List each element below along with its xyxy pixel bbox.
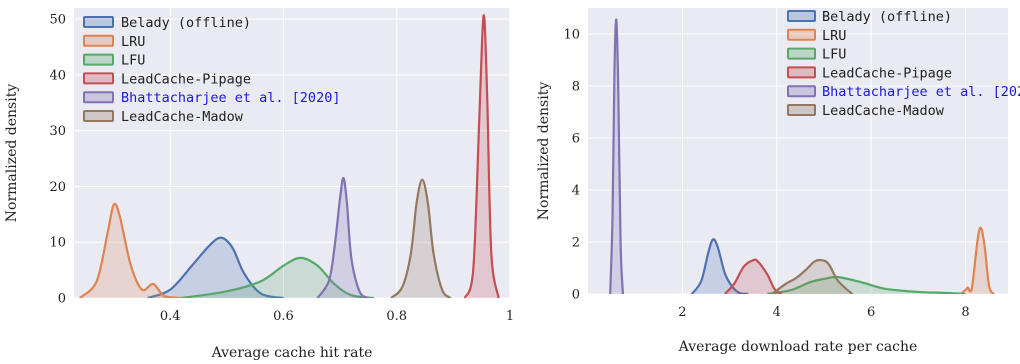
x-tick-label: 8 (961, 305, 969, 320)
density-area-belady-offline (691, 239, 749, 294)
legend-item-lru: LRU (83, 34, 145, 50)
x-tick-label: 0.4 (160, 309, 181, 324)
legend-swatch (83, 72, 114, 85)
plot-background (74, 8, 510, 298)
legend-item-lru: LRU (787, 28, 846, 44)
legend-label: LeadCache-Madow (121, 109, 244, 125)
legend-swatch (83, 110, 114, 122)
x-tick-label: 4 (773, 305, 781, 320)
x-tick-label: 0.6 (273, 309, 294, 324)
legend: Belady (offline) LRU LFU LeadCache-Pipage Bh… (83, 15, 340, 125)
legend-label: LeadCache-Pipage (121, 71, 251, 87)
legend-swatch (83, 91, 114, 104)
density-area-bhattacharjee-et-al-2020 (317, 178, 369, 298)
density-line-leadcache-madow (771, 258, 854, 294)
legend-item-belady-offline: Belady (offline) (83, 15, 251, 31)
legend-swatch (83, 16, 114, 28)
legend-swatch (787, 66, 816, 79)
legend-swatch (787, 104, 816, 116)
legend-label: LeadCache-Madow (822, 103, 945, 119)
x-tick-label: 2 (678, 305, 686, 320)
y-tick-label: 4 (572, 184, 580, 199)
density-area-leadcache-pipage (724, 259, 782, 294)
legend-item-lfu: LFU (787, 47, 846, 63)
x-tick-label: 0.8 (386, 309, 407, 324)
y-tick-label: 0 (572, 288, 580, 303)
density-line-bhattacharjee-et-al-2020 (316, 176, 370, 298)
x-tick-label: 6 (867, 305, 875, 320)
y-tick-label: 30 (49, 124, 66, 139)
density-line-leadcache-madow (390, 178, 452, 298)
legend-label: Belady (offline) (822, 9, 952, 25)
y-tick-label: 2 (572, 236, 580, 251)
plot-background (588, 8, 1008, 294)
legend-swatch (83, 34, 114, 47)
density-line-bhattacharjee-et-al-2020 (609, 18, 625, 294)
y-axis-label: Normalized density (4, 84, 20, 223)
x-axis-label: Average cache hit rate (211, 345, 373, 361)
y-tick-label: 6 (572, 132, 580, 147)
legend-label: LRU (822, 28, 846, 44)
legend-swatch (787, 28, 816, 41)
x-tick-label: 1 (506, 309, 514, 324)
density-area-lru (960, 227, 994, 294)
legend: Belady (offline) LRU LFU LeadCache-Pipage Bh… (787, 9, 1020, 119)
y-tick-label: 10 (49, 236, 66, 251)
density-line-leadcache-pipage (463, 14, 500, 298)
density-line-lru (960, 226, 995, 294)
density-line-belady-offline (147, 236, 284, 298)
density-line-lfu (767, 275, 966, 294)
y-tick-label: 50 (49, 13, 66, 28)
legend-label: LFU (121, 53, 145, 69)
panel-download-rate: 2 4 6 8 0 2 4 6 8 10 Average download rate per cac… (536, 8, 1020, 355)
y-axis-label: Normalized density (536, 82, 552, 221)
legend-label: Bhattacharjee et al. [2020] (121, 90, 340, 106)
legend-item-belady-offline: Belady (offline) (787, 9, 952, 25)
y-tick-label: 10 (563, 28, 580, 43)
y-tick-label: 20 (49, 180, 66, 195)
density-line-belady-offline (690, 238, 749, 294)
legend-label: Bhattacharjee et al. [2020] (822, 84, 1020, 100)
density-line-lfu (181, 256, 375, 298)
legend-item-bhattacharjee-et-al-2020: Bhattacharjee et al. [2020] (787, 84, 1020, 100)
legend-swatch (83, 53, 114, 66)
legend-item-lfu: LFU (83, 53, 145, 69)
density-area-lru (79, 203, 182, 298)
density-area-leadcache-madow (772, 259, 853, 294)
density-line-leadcache-pipage (724, 258, 783, 294)
x-axis-label: Average download rate per cache (678, 339, 918, 355)
y-tick-label: 0 (58, 292, 66, 307)
legend-swatch (787, 47, 816, 60)
legend-swatch (787, 10, 816, 22)
legend-item-leadcache-madow: LeadCache-Madow (787, 103, 945, 119)
density-line-lru (78, 202, 182, 298)
y-tick-label: 8 (572, 80, 580, 95)
legend-item-bhattacharjee-et-al-2020: Bhattacharjee et al. [2020] (83, 90, 340, 106)
legend-label: LRU (121, 34, 145, 50)
y-tick-label: 40 (49, 68, 66, 83)
legend-label: Belady (offline) (121, 15, 251, 31)
legend-item-leadcache-pipage: LeadCache-Pipage (787, 65, 952, 81)
legend-item-leadcache-madow: LeadCache-Madow (83, 109, 244, 125)
legend-swatch (787, 85, 816, 98)
legend-label: LFU (822, 47, 846, 63)
legend-label: LeadCache-Pipage (822, 65, 952, 81)
legend-item-leadcache-pipage: LeadCache-Pipage (83, 71, 251, 87)
